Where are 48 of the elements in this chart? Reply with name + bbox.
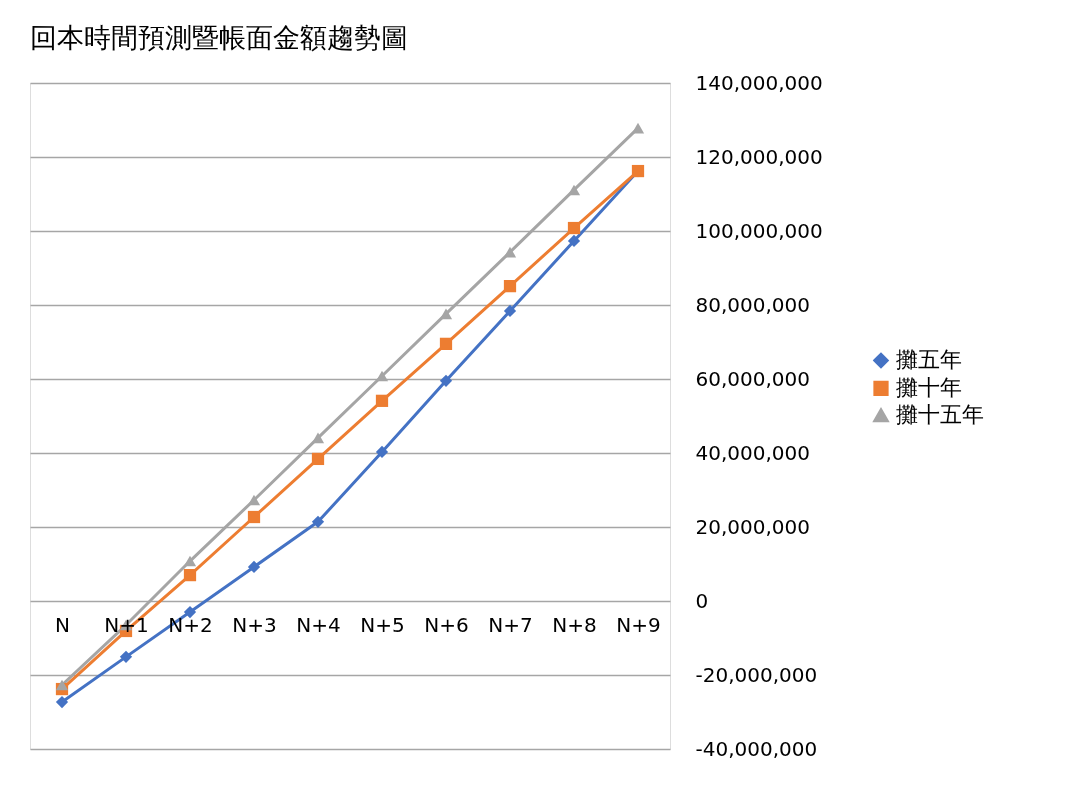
point [503, 246, 517, 258]
x-tick-label: N [55, 612, 70, 637]
x-tick-label: N+3 [232, 612, 277, 637]
y-tick-label: 0 [695, 588, 709, 613]
point [247, 560, 261, 574]
point [503, 304, 517, 318]
point [55, 679, 69, 691]
x-tick-label: N+7 [488, 612, 533, 637]
y-tick-label: 40,000,000 [695, 440, 811, 465]
point [183, 605, 197, 619]
y-tick-label: 120,000,000 [695, 144, 823, 169]
point [439, 337, 453, 350]
y-tick-label: 20,000,000 [695, 514, 811, 539]
x-tick-label: N+2 [168, 612, 213, 637]
y-tick-label: 60,000,000 [695, 366, 811, 391]
point [439, 374, 453, 387]
legend-label: 攤十年 [896, 375, 962, 401]
y-tick-label: 100,000,000 [695, 218, 823, 243]
chart-title: 回本時間預測暨帳面金額趨勢圖 [30, 22, 408, 53]
point [503, 280, 517, 293]
point [631, 122, 645, 134]
y-tick-label: 140,000,000 [695, 70, 823, 95]
x-tick-label: N+8 [552, 612, 597, 637]
point [55, 695, 69, 709]
x-tick-label: N+6 [424, 612, 469, 637]
point [375, 370, 389, 382]
point [183, 555, 197, 567]
x-tick-label: N+5 [360, 612, 405, 637]
x-tick-label: N+4 [296, 612, 341, 637]
point [247, 510, 261, 524]
point [567, 184, 581, 196]
point [375, 445, 389, 459]
point [567, 234, 581, 248]
point [119, 650, 133, 663]
legend-label: 攤五年 [896, 347, 962, 373]
x-tick-label: N+9 [616, 612, 661, 637]
legend-label: 攤十五年 [896, 402, 984, 428]
y-tick-label: 80,000,000 [695, 292, 811, 317]
y-tick-label: -20,000,000 [695, 662, 818, 687]
point [311, 515, 325, 528]
point [439, 308, 453, 320]
point [311, 432, 325, 444]
point [183, 568, 197, 582]
point [311, 452, 325, 466]
point [247, 494, 261, 506]
y-tick-label: -40,000,000 [695, 736, 818, 761]
point [567, 221, 581, 235]
point [375, 394, 389, 407]
